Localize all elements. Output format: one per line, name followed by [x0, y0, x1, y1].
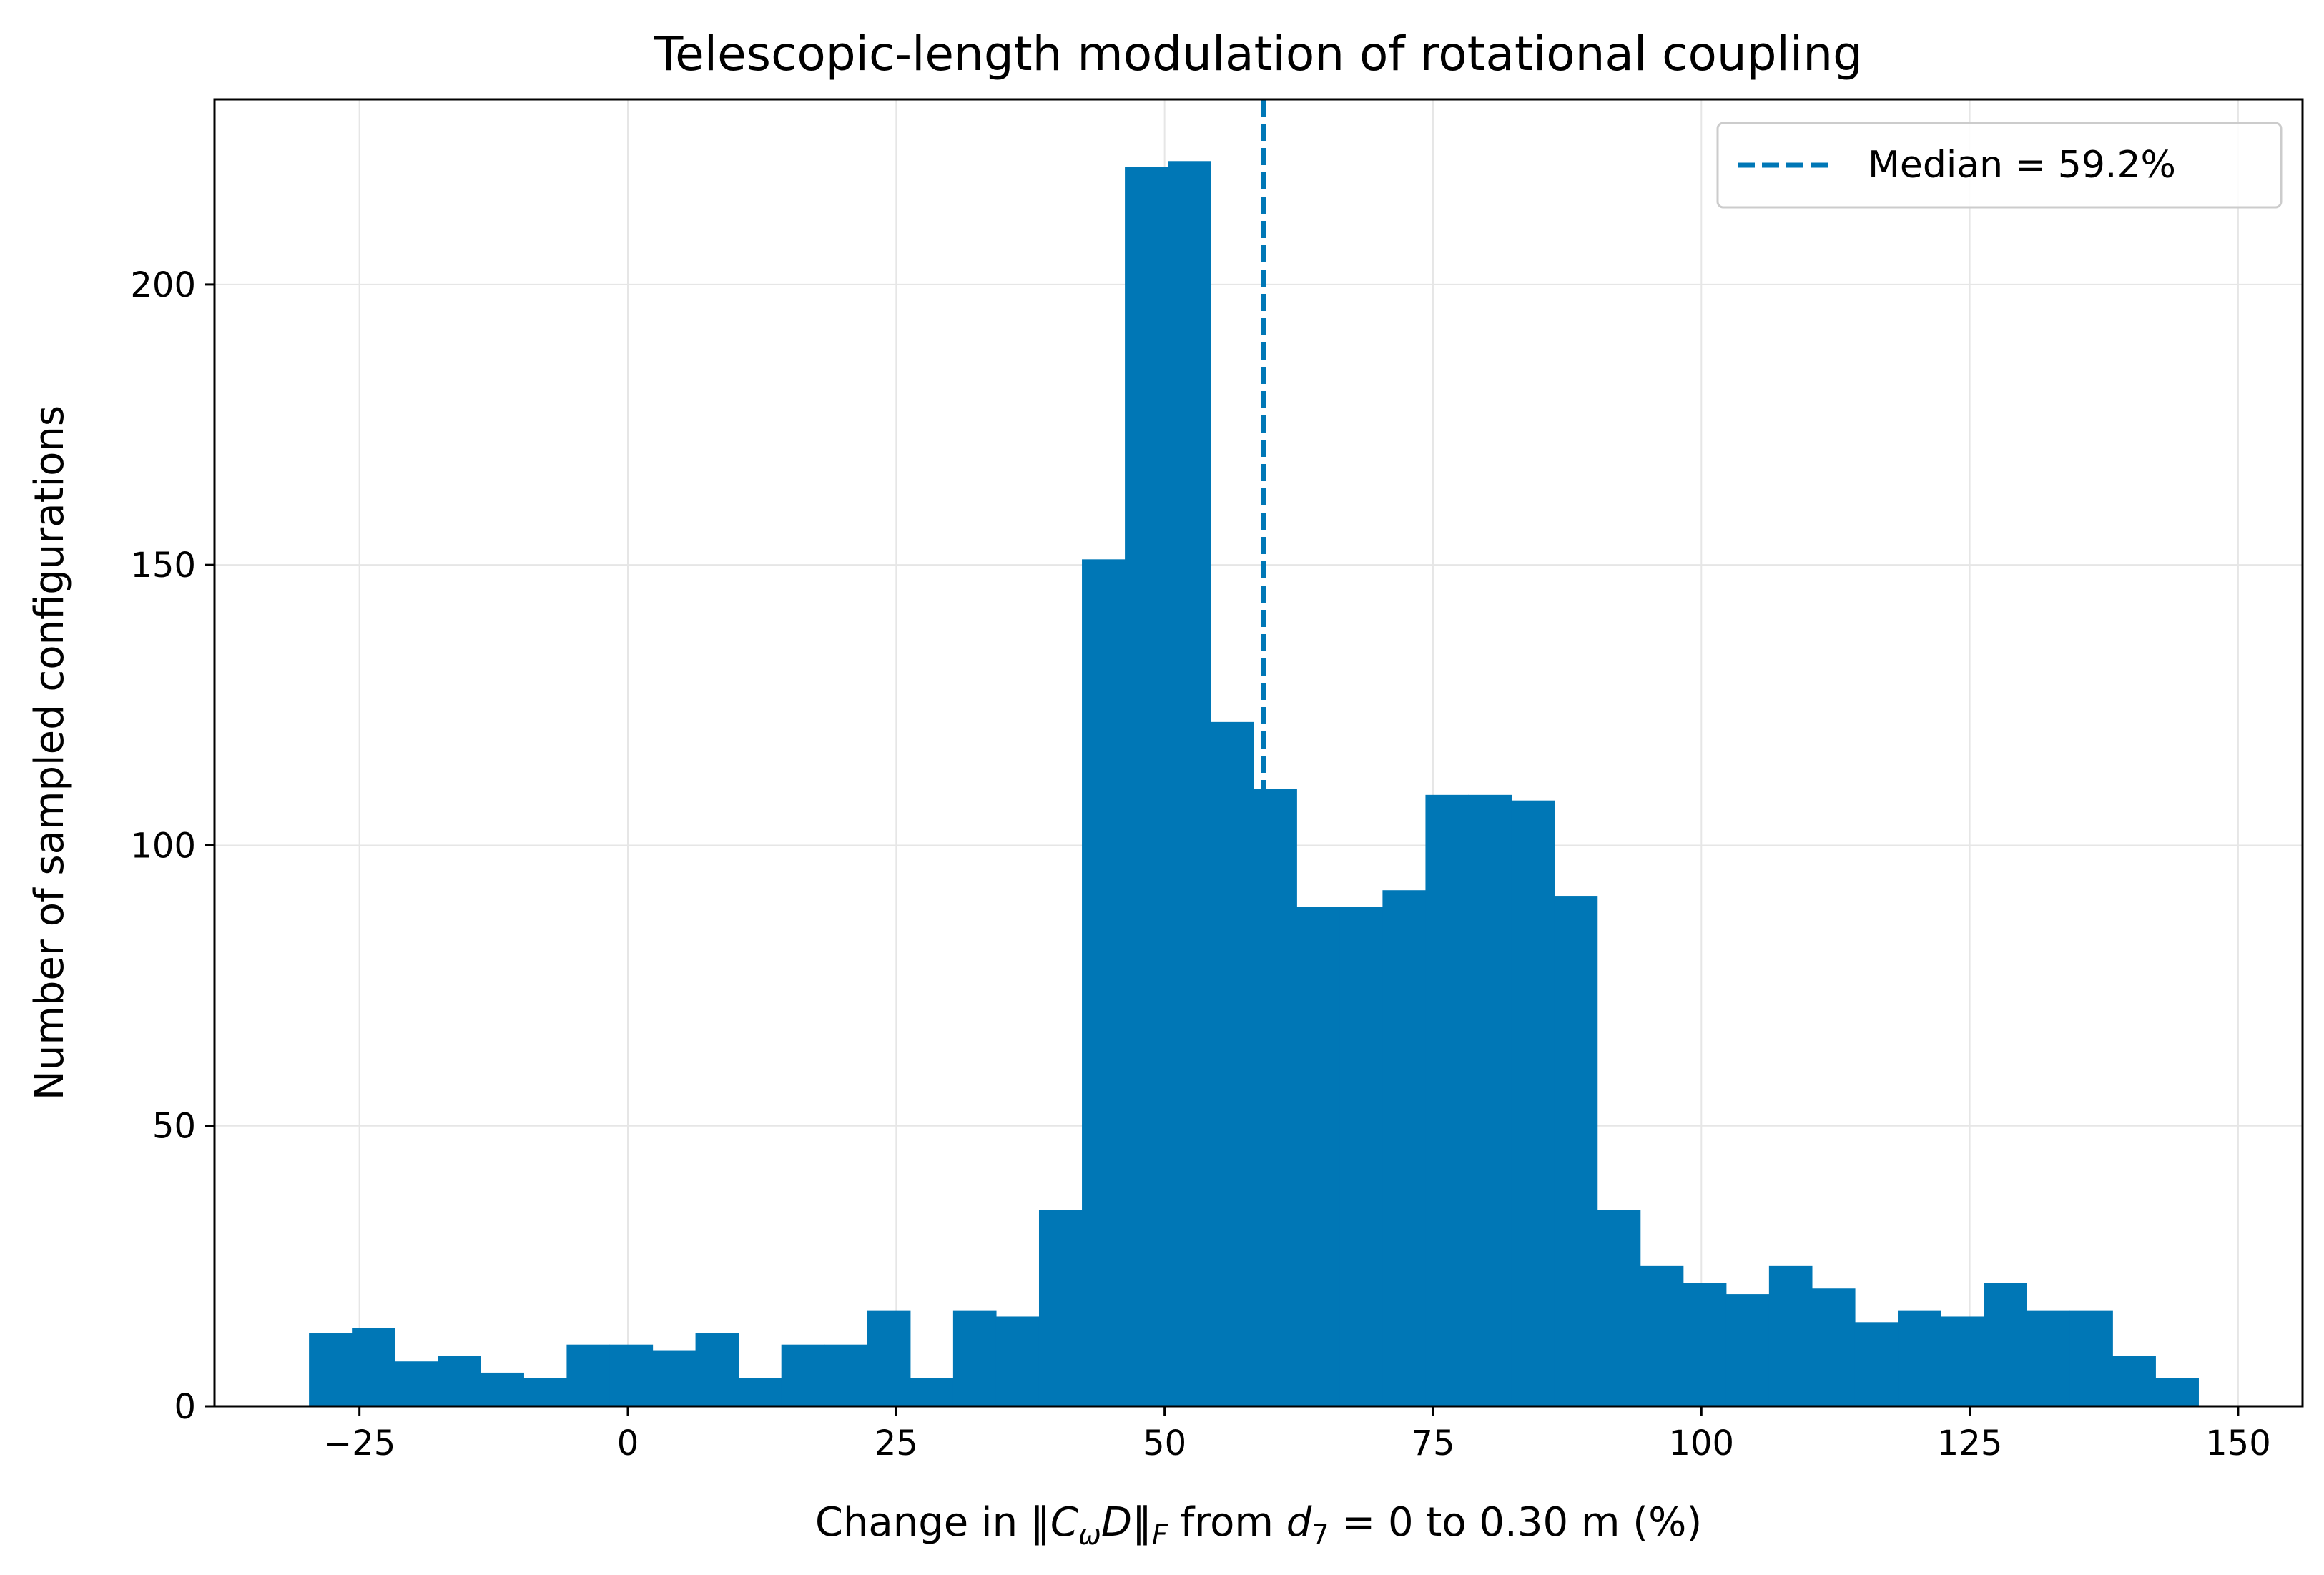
- histogram-bar: [1683, 1283, 1727, 1406]
- plot-frame: [213, 98, 2304, 1408]
- histogram-bar: [2112, 1356, 2156, 1406]
- histogram-bar: [1296, 907, 1340, 1406]
- histogram-bar: [609, 1344, 654, 1406]
- x-tick-label: 50: [1143, 1423, 1186, 1463]
- y-tick-label: 150: [130, 545, 196, 586]
- histogram-bar: [695, 1333, 739, 1406]
- histogram-bar: [1038, 1210, 1083, 1406]
- histogram-bar: [1125, 167, 1168, 1407]
- y-tick-label: 100: [130, 826, 196, 866]
- histogram-bar: [1554, 896, 1598, 1406]
- histogram-bar: [566, 1344, 611, 1406]
- x-tick-label: 75: [1411, 1423, 1454, 1463]
- histogram-bar: [952, 1310, 997, 1406]
- x-axis-title: Change in ‖CωD‖F from d7 = 0 to 0.30 m (…: [815, 1499, 1702, 1551]
- histogram-bar: [523, 1378, 568, 1406]
- histogram-bar: [652, 1350, 696, 1406]
- x-tick-label: −25: [323, 1423, 395, 1463]
- x-axis-ticks: −25 0 25 50 75 100 125 150: [323, 1406, 2271, 1463]
- histogram-bar: [1468, 794, 1512, 1406]
- histogram-bar: [781, 1344, 825, 1406]
- histogram-bar: [1768, 1265, 1813, 1406]
- histogram-bar: [1941, 1316, 1984, 1406]
- histogram-bar: [481, 1372, 524, 1406]
- y-axis-ticks: 0 50 100 150 200: [130, 265, 215, 1427]
- histogram-bar: [1425, 794, 1469, 1406]
- histogram-bar: [867, 1310, 911, 1406]
- histogram-bar: [1254, 789, 1297, 1406]
- y-tick-label: 0: [174, 1387, 196, 1427]
- y-tick-label: 200: [130, 265, 196, 305]
- x-tick-label: 25: [875, 1423, 918, 1463]
- histogram-bars: [309, 161, 2199, 1407]
- y-axis-title: Number of sampled configurations: [26, 405, 73, 1100]
- histogram-bar: [309, 1333, 353, 1406]
- histogram-bar: [395, 1361, 438, 1406]
- x-tick-label: 125: [1937, 1423, 2003, 1463]
- x-tick-label: 0: [617, 1423, 639, 1463]
- histogram-bar: [1082, 559, 1126, 1406]
- x-tick-label: 100: [1668, 1423, 1734, 1463]
- x-tick-label: 150: [2205, 1423, 2271, 1463]
- histogram-bar: [438, 1356, 481, 1406]
- histogram-bar: [1511, 800, 1555, 1406]
- histogram-bar: [2155, 1378, 2199, 1406]
- histogram-bar: [1811, 1288, 1856, 1406]
- histogram-bar: [1339, 907, 1383, 1406]
- histogram-bar: [2027, 1310, 2070, 1406]
- histogram-bar: [1854, 1322, 1899, 1406]
- legend-box: [1716, 122, 2283, 209]
- histogram-bar: [2069, 1310, 2113, 1406]
- histogram-bar: [1984, 1283, 2027, 1406]
- histogram-bar: [352, 1328, 395, 1406]
- histogram-bar: [1597, 1210, 1641, 1406]
- histogram-bar: [910, 1378, 954, 1406]
- legend: Median = 59.2%: [1716, 122, 2283, 209]
- chart-title: Telescopic-length modulation of rotation…: [654, 26, 1863, 82]
- histogram-bar: [995, 1316, 1040, 1406]
- histogram-bar: [1898, 1310, 1941, 1406]
- y-tick-label: 50: [152, 1107, 196, 1147]
- histogram-bar: [1211, 721, 1254, 1406]
- histogram-bar: [1725, 1294, 1770, 1406]
- histogram-bar: [824, 1344, 868, 1406]
- legend-median-label: Median = 59.2%: [1868, 144, 2176, 187]
- histogram-bar: [738, 1378, 782, 1406]
- histogram-bar: [1168, 161, 1211, 1407]
- histogram-bar: [1640, 1265, 1684, 1406]
- histogram-bar: [1382, 890, 1427, 1406]
